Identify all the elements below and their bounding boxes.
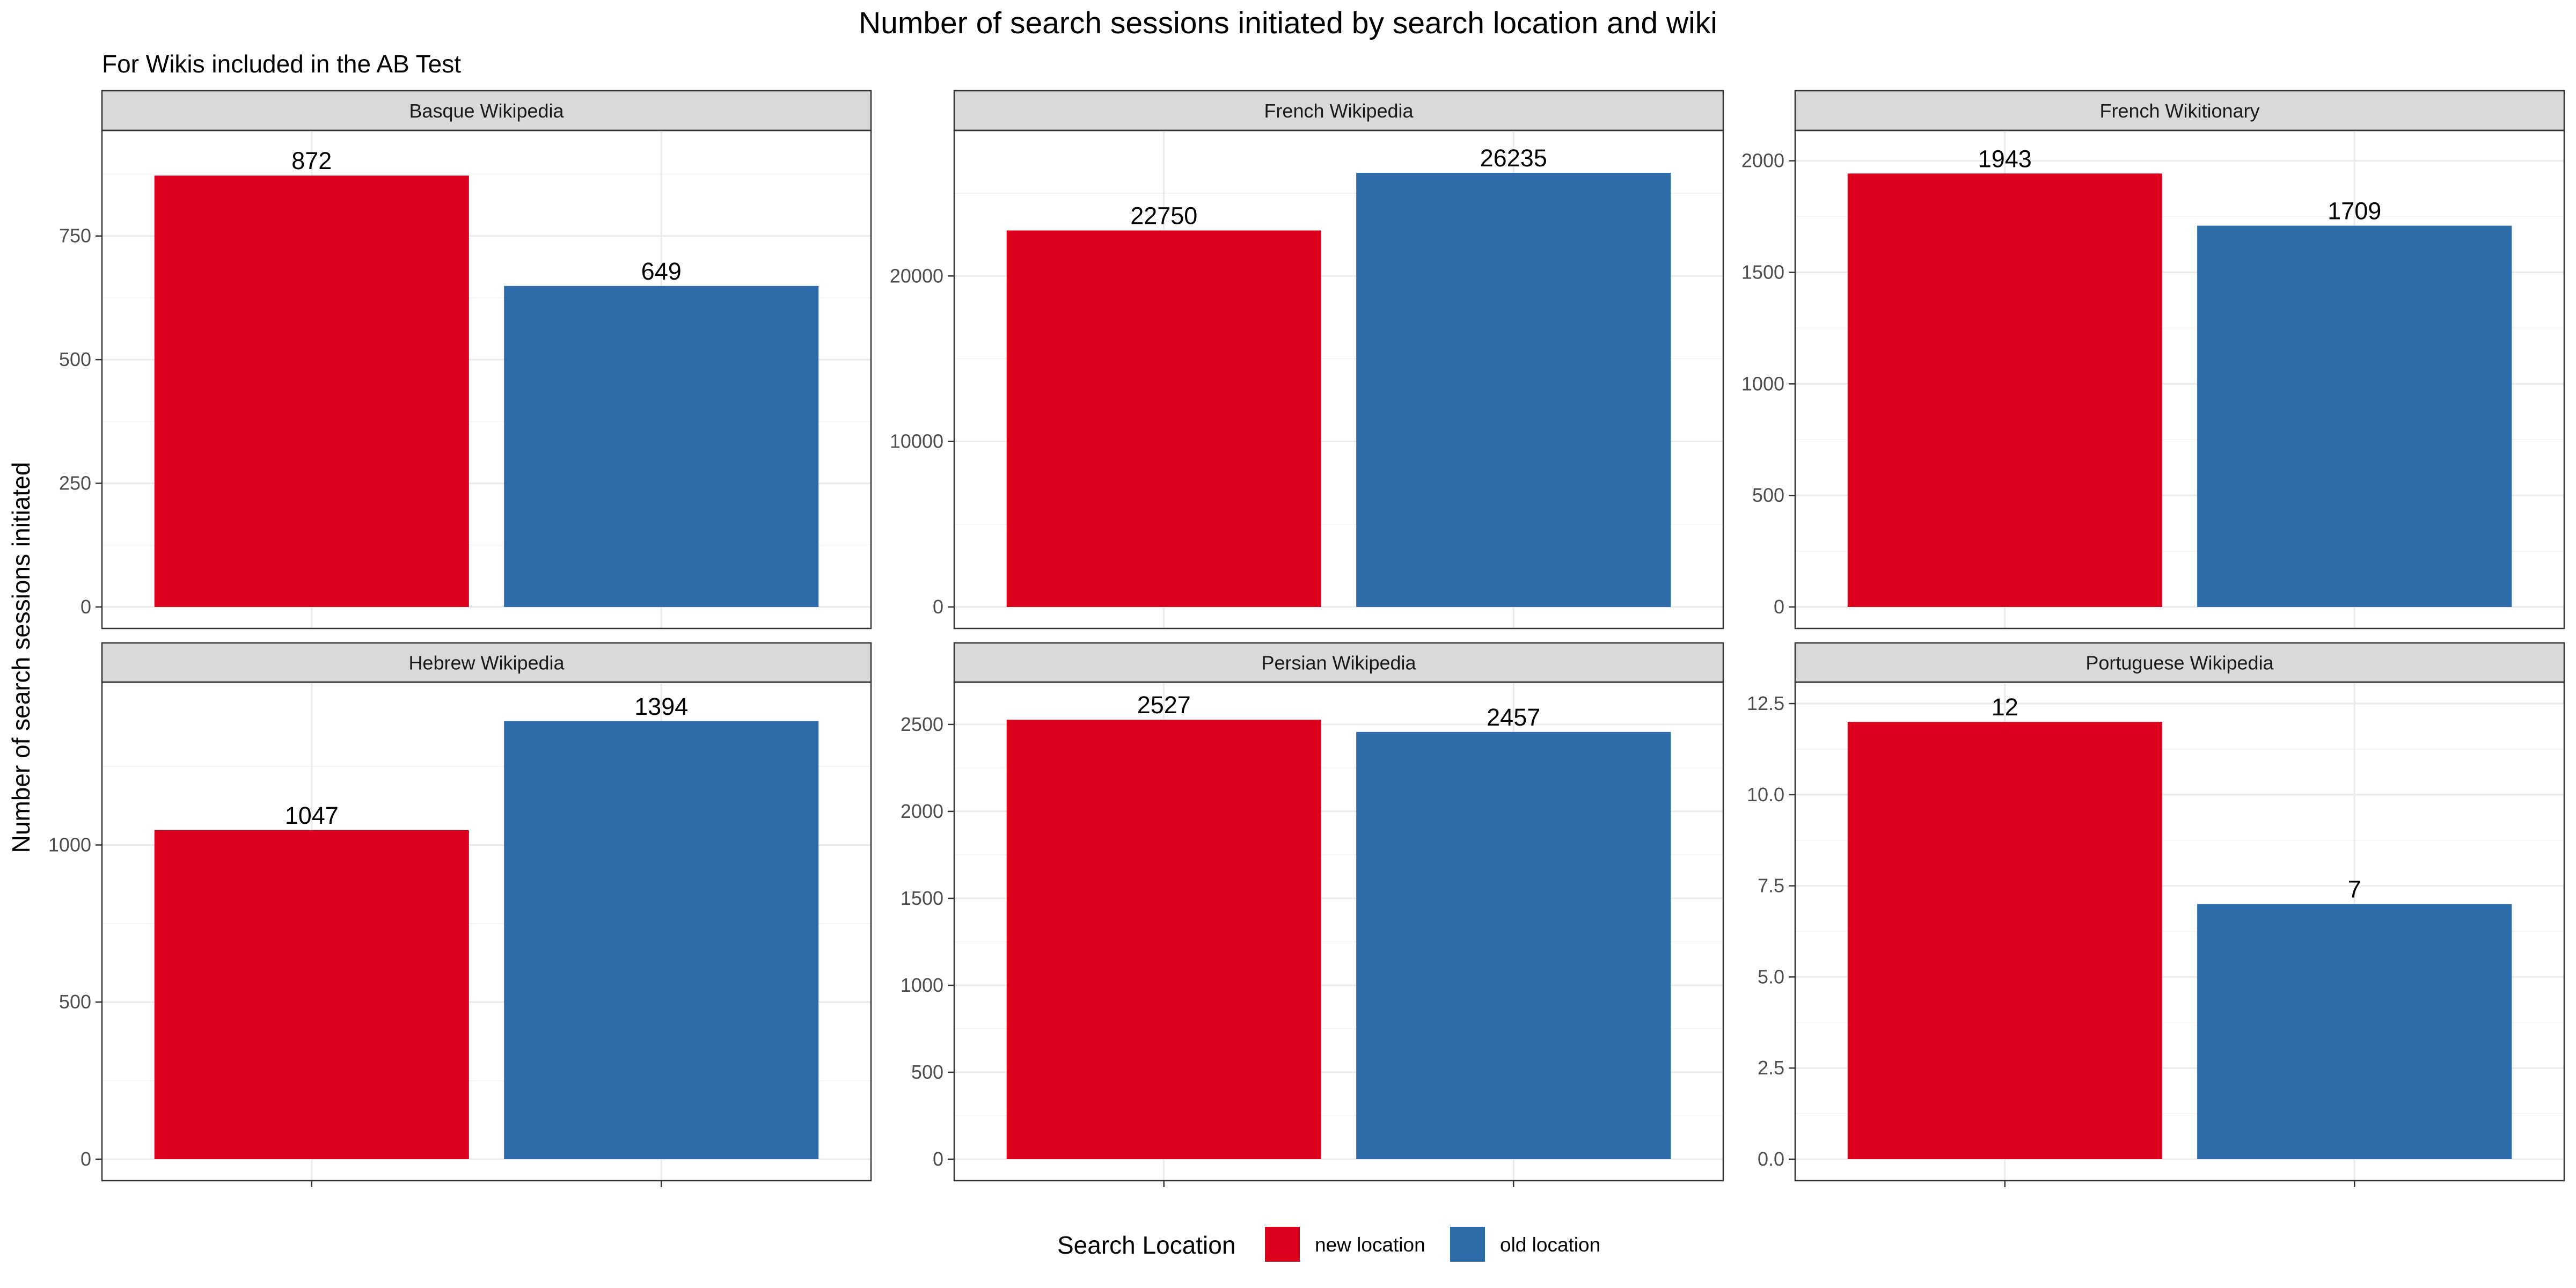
value-label-hebrew-wikipedia-new-location: 1047: [285, 802, 339, 829]
y-tick-label: 0: [933, 1148, 943, 1170]
strip-hebrew-wikipedia: [101, 642, 872, 683]
y-axis-title: Number of search sessions initiated: [7, 462, 35, 853]
bar-persian-wikipedia-old-location: [1356, 731, 1671, 1159]
facet-panels: Basque Wikipedia 872 649 0 250 500 750 French W…: [48, 90, 2565, 1187]
legend-title: Search Location: [1057, 1231, 1235, 1259]
y-tick-label: 0: [80, 596, 91, 618]
bar-french-wikipedia-old-location: [1356, 173, 1671, 607]
panel-hebrew-wikipedia: Hebrew Wikipedia 1047 1394 0 500 1000: [48, 642, 872, 1187]
bar-french-wikitionary-new-location: [1847, 173, 2162, 608]
bar-portuguese-wikipedia-old-location: [2197, 904, 2512, 1159]
strip-label-basque-wikipedia: Basque Wikipedia: [409, 100, 564, 122]
bar-basque-wikipedia-new-location: [154, 175, 469, 607]
value-label-portuguese-wikipedia-new-location: 12: [1992, 693, 2018, 721]
strip-persian-wikipedia: [953, 642, 1724, 683]
y-tick-label: 750: [59, 225, 91, 247]
panel-french-wikitionary: French Wikitionary 1943 1709 0 500 1000 1500 20…: [1741, 90, 2565, 630]
value-label-persian-wikipedia-old-location: 2457: [1487, 704, 1540, 731]
y-tick-label: 500: [911, 1061, 943, 1083]
strip-label-french-wikipedia: French Wikipedia: [1264, 100, 1414, 122]
panel-border-hebrew-wikipedia: [101, 681, 872, 1182]
y-tick-label: 500: [59, 348, 91, 370]
y-tick-label: 0: [933, 596, 943, 618]
y-tick-label: 1500: [901, 887, 943, 909]
value-label-portuguese-wikipedia-old-location: 7: [2348, 876, 2361, 903]
bar-hebrew-wikipedia-old-location: [504, 721, 819, 1159]
panel-border-french-wikipedia: [953, 129, 1724, 630]
y-tick-label: 500: [59, 991, 91, 1013]
value-label-french-wikitionary-new-location: 1943: [1978, 145, 2032, 172]
value-label-french-wikipedia-new-location: 22750: [1130, 202, 1197, 229]
y-tick-label: 250: [59, 472, 91, 494]
value-label-basque-wikipedia-old-location: 649: [641, 258, 682, 285]
panel-portuguese-wikipedia: Portuguese Wikipedia 12 7 0.0 2.5 5.0 7.5 10.0 1…: [1747, 642, 2565, 1187]
strip-basque-wikipedia: [101, 90, 872, 131]
legend-key-old-location: [1450, 1227, 1485, 1262]
value-label-french-wikipedia-old-location: 26235: [1480, 144, 1547, 172]
value-label-basque-wikipedia-new-location: 872: [291, 147, 332, 174]
bar-french-wikitionary-old-location: [2197, 225, 2512, 607]
y-tick-label: 2.5: [1758, 1057, 1784, 1079]
panel-border-portuguese-wikipedia: [1794, 681, 2565, 1182]
legend-key-new-location: [1265, 1227, 1300, 1262]
bar-persian-wikipedia-new-location: [1006, 720, 1321, 1159]
value-label-french-wikitionary-old-location: 1709: [2328, 197, 2381, 225]
y-tick-label: 10.0: [1747, 784, 1784, 806]
value-label-persian-wikipedia-new-location: 2527: [1137, 691, 1191, 719]
bar-french-wikipedia-new-location: [1006, 230, 1321, 607]
panel-basque-wikipedia: Basque Wikipedia 872 649 0 250 500 750: [59, 90, 872, 630]
y-tick-label: 2000: [1741, 150, 1784, 172]
panel-border-basque-wikipedia: [101, 129, 872, 630]
value-label-hebrew-wikipedia-old-location: 1394: [634, 693, 688, 720]
bar-basque-wikipedia-old-location: [504, 286, 819, 607]
panel-border-french-wikitionary: [1794, 129, 2565, 630]
y-tick-label: 1000: [1741, 372, 1784, 394]
strip-portuguese-wikipedia: [1794, 642, 2565, 683]
panel-french-wikipedia: French Wikipedia 22750 26235 0 10000 20000: [890, 90, 1724, 630]
y-tick-label: 2000: [901, 800, 943, 822]
y-tick-label: 10000: [890, 430, 943, 452]
y-tick-label: 5.0: [1758, 965, 1784, 987]
y-tick-label: 0.0: [1758, 1148, 1784, 1170]
strip-label-hebrew-wikipedia: Hebrew Wikipedia: [408, 652, 565, 674]
bar-hebrew-wikipedia-new-location: [154, 830, 469, 1159]
legend-label-old-location: old location: [1500, 1234, 1600, 1256]
chart-title: Number of search sessions initiated by s…: [859, 6, 1717, 40]
panel-persian-wikipedia: Persian Wikipedia 2527 2457 0 500 1000 1500 200…: [901, 642, 1724, 1187]
strip-label-persian-wikipedia: Persian Wikipedia: [1261, 652, 1416, 674]
strip-label-portuguese-wikipedia: Portuguese Wikipedia: [2085, 652, 2274, 674]
bar-portuguese-wikipedia-new-location: [1847, 721, 2162, 1159]
chart-subtitle: For Wikis included in the AB Test: [102, 50, 461, 78]
y-tick-label: 2500: [901, 713, 943, 735]
panel-border-persian-wikipedia: [953, 681, 1724, 1182]
strip-french-wikitionary: [1794, 90, 2565, 131]
y-tick-label: 500: [1752, 484, 1784, 506]
y-tick-label: 20000: [890, 265, 943, 287]
strip-french-wikipedia: [953, 90, 1724, 131]
legend: Search Location new location old locatio…: [1057, 1227, 1600, 1262]
y-tick-label: 7.5: [1758, 875, 1784, 897]
legend-label-new-location: new location: [1315, 1234, 1425, 1256]
y-tick-label: 1000: [48, 833, 91, 855]
y-tick-label: 12.5: [1747, 692, 1784, 714]
y-tick-label: 1500: [1741, 261, 1784, 283]
y-tick-label: 0: [1774, 596, 1784, 618]
y-tick-label: 1000: [901, 974, 943, 996]
strip-label-french-wikitionary: French Wikitionary: [2099, 100, 2259, 122]
y-tick-label: 0: [80, 1148, 91, 1170]
